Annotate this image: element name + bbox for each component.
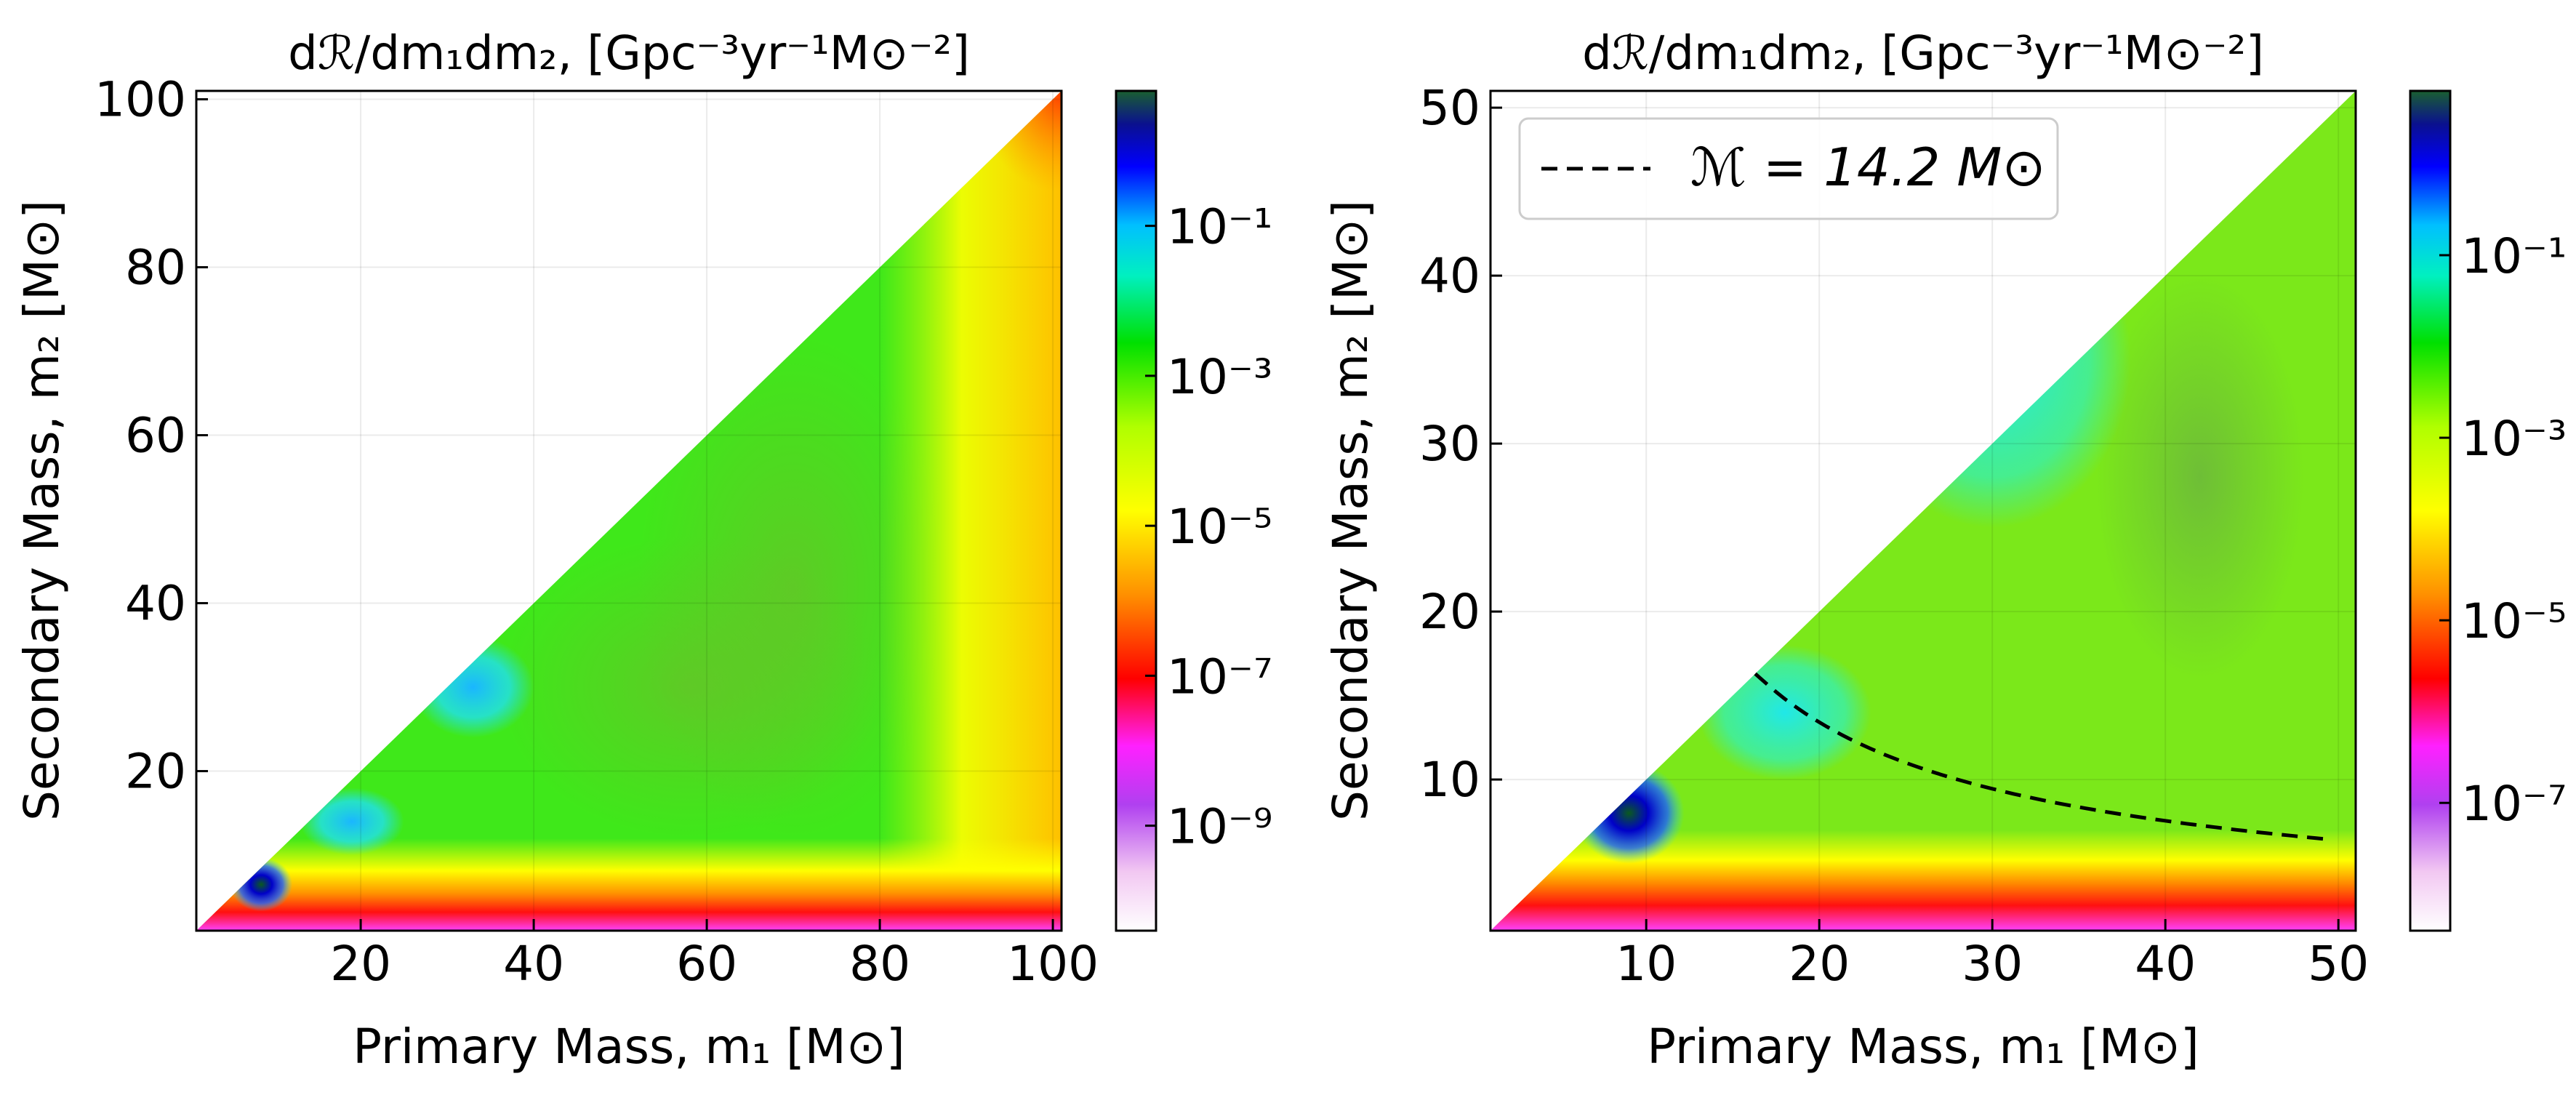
legend: ℳ = 14.2 M⊙ — [1518, 117, 2059, 220]
colorbar-tick-label: 10⁻⁷ — [2461, 776, 2567, 832]
right-title: dℛ/dm₁dm₂, [Gpc⁻³yr⁻¹M⊙⁻²] — [1582, 27, 2264, 81]
right-y-ticks: 10 20 30 40 50 — [1419, 80, 1502, 808]
right-colorbar — [2409, 89, 2452, 932]
x-tick-label: 80 — [849, 936, 910, 992]
colorbar-tick-label: 10⁻⁷ — [1167, 649, 1272, 705]
y-tick-label: 10 — [1419, 752, 1480, 808]
y-tick-label: 40 — [125, 576, 186, 632]
y-tick-label: 50 — [1419, 80, 1480, 136]
y-tick-label: 20 — [1419, 584, 1480, 640]
legend-box — [1518, 117, 2059, 220]
x-tick-label: 40 — [2135, 936, 2196, 992]
x-tick-label: 30 — [1962, 936, 2023, 992]
left-x-ticks: 20 40 60 80 100 — [330, 919, 1099, 992]
y-tick-label: 60 — [125, 408, 186, 464]
chirp-mass-curve — [1754, 672, 2330, 841]
right-colorbar-ticks: 10⁻⁷ 10⁻⁵ 10⁻³ 10⁻¹ — [2439, 228, 2567, 832]
left-title: dℛ/dm₁dm₂, [Gpc⁻³yr⁻¹M⊙⁻²] — [288, 27, 970, 81]
left-y-ticks: 20 40 60 80 100 — [95, 72, 208, 800]
x-tick-label: 20 — [330, 936, 391, 992]
left-axes-frame — [195, 89, 1063, 932]
left-grid — [196, 91, 1062, 931]
x-tick-label: 10 — [1616, 936, 1677, 992]
density-field — [196, 91, 1062, 931]
left-colorbar-ticks: 10⁻⁹ 10⁻⁷ 10⁻⁵ 10⁻³ 10⁻¹ — [1145, 199, 1272, 855]
colorbar-tick-label: 10⁻⁵ — [1167, 499, 1272, 555]
y-tick-label: 30 — [1419, 416, 1480, 472]
y-tick-label: 40 — [1419, 248, 1480, 304]
y-tick-label: 20 — [125, 744, 186, 800]
colorbar-tick-label: 10⁻¹ — [2461, 228, 2567, 284]
x-tick-label: 20 — [1789, 936, 1850, 992]
right-axes-frame — [1489, 89, 2357, 932]
x-tick-label: 60 — [676, 936, 737, 992]
colorbar-tick-label: 10⁻³ — [2461, 411, 2567, 467]
right-x-ticks: 10 20 30 40 50 — [1616, 919, 2369, 992]
right-grid — [1490, 91, 2356, 931]
x-tick-label: 100 — [1007, 936, 1099, 992]
right-y-axis-label: Secondary Mass, m₂ [M⊙] — [1323, 200, 1379, 821]
colorbar-tick-label: 10⁻³ — [1167, 349, 1272, 405]
colorbar-tick-label: 10⁻⁵ — [2461, 593, 2567, 649]
colorbar-tick-label: 10⁻¹ — [1167, 199, 1272, 255]
legend-label: ℳ = 14.2 M⊙ — [1690, 137, 2046, 198]
left-y-axis-label: Secondary Mass, m₂ [M⊙] — [14, 200, 70, 821]
left-panel: dℛ/dm₁dm₂, [Gpc⁻³yr⁻¹M⊙⁻²] 20 40 60 80 100 2… — [14, 27, 1272, 1075]
left-x-axis-label: Primary Mass, m₁ [M⊙] — [353, 1019, 905, 1075]
x-tick-label: 50 — [2308, 936, 2369, 992]
right-panel: dℛ/dm₁dm₂, [Gpc⁻³yr⁻¹M⊙⁻²] 10 20 30 40 50 10… — [1323, 27, 2567, 1075]
x-tick-label: 40 — [503, 936, 564, 992]
right-x-axis-label: Primary Mass, m₁ [M⊙] — [1647, 1019, 2199, 1075]
left-heatmap — [196, 91, 1062, 931]
colorbar-tick-label: 10⁻⁹ — [1167, 799, 1272, 855]
y-tick-label: 100 — [95, 72, 186, 128]
left-colorbar — [1115, 89, 1157, 932]
y-tick-label: 80 — [125, 240, 186, 296]
